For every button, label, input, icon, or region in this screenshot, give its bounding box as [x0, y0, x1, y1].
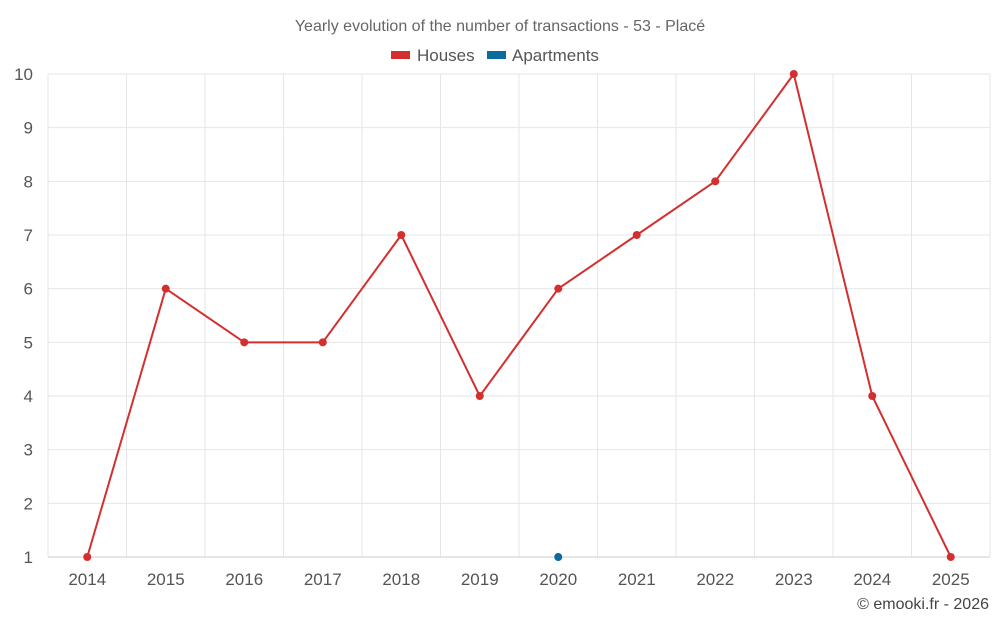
series-line-houses: [86, 73, 952, 558]
y-tick-label: 6: [24, 280, 33, 299]
x-tick-label: 2020: [539, 570, 577, 589]
x-tick-label: 2016: [225, 570, 263, 589]
series-houses: [83, 70, 955, 561]
data-point-houses[interactable]: [475, 392, 484, 400]
data-point-houses[interactable]: [240, 338, 249, 347]
legend: Houses Apartments: [391, 46, 599, 65]
y-tick-label: 9: [24, 119, 33, 138]
credit-text: © emooki.fr - 2026: [857, 596, 989, 613]
data-point-houses[interactable]: [83, 553, 92, 561]
data-point-houses[interactable]: [318, 338, 327, 347]
y-tick-label: 5: [24, 333, 33, 352]
data-point-houses[interactable]: [632, 231, 641, 239]
x-tick-label: 2021: [618, 570, 656, 589]
data-point-houses[interactable]: [711, 177, 720, 186]
legend-swatch-apartments: [487, 51, 506, 59]
data-point-houses[interactable]: [161, 284, 170, 293]
x-tick-label: 2015: [147, 570, 185, 589]
data-point-houses[interactable]: [946, 553, 955, 561]
chart-title: Yearly evolution of the number of transa…: [295, 18, 705, 35]
x-tick-label: 2018: [382, 570, 420, 589]
x-tick-label: 2023: [775, 570, 813, 589]
x-tick-label: 2024: [853, 570, 891, 589]
y-tick-label: 3: [24, 441, 33, 460]
series: [83, 70, 955, 561]
series-apartments: [554, 553, 563, 561]
legend-item-houses[interactable]: Houses: [391, 46, 475, 65]
y-axis-ticks: 1 2 3 4 5 6 7 8 9 10: [14, 65, 33, 567]
y-tick-label: 2: [24, 494, 33, 513]
data-point-houses[interactable]: [554, 284, 563, 293]
data-point-houses[interactable]: [868, 392, 877, 400]
x-tick-label: 2017: [304, 570, 342, 589]
data-point-houses[interactable]: [397, 231, 406, 239]
y-tick-label: 8: [24, 172, 33, 191]
x-tick-label: 2014: [68, 570, 106, 589]
x-tick-label: 2025: [932, 570, 970, 589]
data-point-houses[interactable]: [789, 70, 798, 78]
legend-label-houses: Houses: [417, 46, 475, 65]
x-tick-label: 2022: [696, 570, 734, 589]
legend-item-apartments[interactable]: Apartments: [487, 46, 599, 65]
grid: [47, 73, 991, 557]
y-tick-label: 4: [24, 387, 33, 406]
x-tick-label: 2019: [461, 570, 499, 589]
x-axis-ticks: 2014 2015 2016 2017 2018 2019 2020 2021 2022 2023…: [68, 570, 969, 589]
legend-swatch-houses: [391, 51, 410, 59]
data-point-apartments[interactable]: [554, 553, 563, 561]
y-tick-label: 1: [24, 548, 33, 567]
y-tick-label: 7: [24, 226, 33, 245]
legend-label-apartments: Apartments: [512, 46, 599, 65]
y-tick-label: 10: [14, 65, 33, 84]
